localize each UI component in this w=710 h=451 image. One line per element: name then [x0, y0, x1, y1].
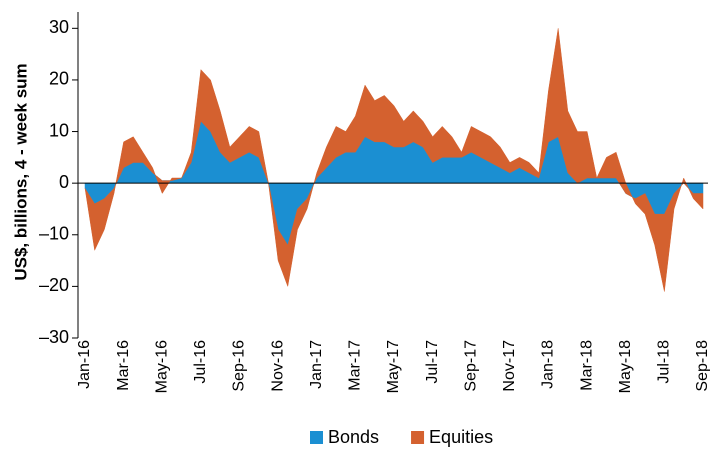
y-axis-label: US$, billions, 4 - week sum [11, 63, 30, 280]
area [84, 28, 704, 292]
x-tick-label: Sep-16 [231, 340, 248, 392]
x-tick-label: Jul-17 [424, 340, 441, 384]
y-tick-label: –10 [39, 224, 69, 244]
x-tick-label: Jul-16 [192, 340, 209, 384]
x-tick-label: Sep-17 [462, 340, 479, 392]
x-tick-label: Nov-16 [269, 340, 286, 392]
legend-swatch [310, 431, 323, 444]
y-tick-label: –20 [39, 275, 69, 295]
x-tick-label: Jan-16 [76, 340, 93, 389]
x-tick-label: Mar-17 [347, 340, 364, 391]
y-tick-label: 10 [49, 120, 69, 140]
x-tick-label: May-17 [385, 340, 402, 393]
legend-swatch [411, 431, 425, 444]
y-tick-label: 30 [49, 17, 69, 37]
y-tick-label: 20 [49, 69, 69, 89]
x-tick-label: Nov-17 [501, 340, 518, 392]
x-tick-label: Jan-17 [308, 340, 325, 389]
x-tick-label: Jan-18 [540, 340, 557, 389]
y-tick-label: –30 [39, 327, 69, 347]
x-tick-label: Jul-18 [656, 340, 673, 384]
x-tick-label: May-18 [617, 340, 634, 393]
x-tick-label: Sep-18 [694, 340, 710, 392]
legend-label: Equities [429, 427, 493, 447]
x-tick-label: Mar-18 [578, 340, 595, 391]
y-tick-label: 0 [59, 172, 69, 192]
legend-label: Bonds [328, 427, 379, 447]
x-tick-label: May-16 [153, 340, 170, 393]
x-tick-label: Mar-16 [115, 340, 132, 391]
